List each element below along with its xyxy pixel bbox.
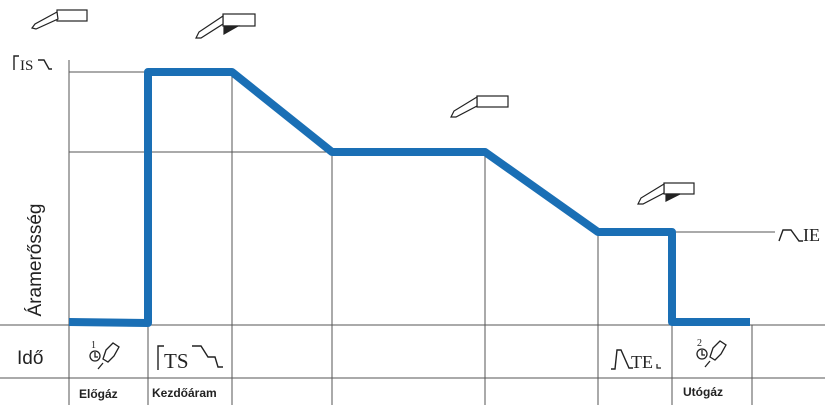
ramp-down-icon bbox=[192, 345, 223, 368]
ie-symbol-text: IE bbox=[803, 225, 820, 245]
ts-symbol-text: TS bbox=[164, 349, 189, 373]
ramp-symbol-icon bbox=[13, 55, 19, 70]
is-symbol: IS bbox=[13, 55, 52, 74]
ts-symbol: TS bbox=[157, 345, 223, 373]
arc-icon bbox=[665, 193, 681, 202]
gas-valve-icon: 2 bbox=[696, 338, 727, 368]
grid bbox=[0, 60, 825, 405]
ramp-symbol-icon bbox=[778, 229, 803, 242]
ramp-symbol-icon bbox=[157, 345, 164, 370]
ramp-down-icon bbox=[38, 59, 52, 70]
ramp-symbol-icon bbox=[611, 349, 633, 370]
welding-torch-icon bbox=[450, 95, 509, 118]
time-row-label: Idő bbox=[17, 348, 43, 369]
te-symbol: TE bbox=[611, 349, 661, 372]
welding-torch-icon bbox=[30, 9, 88, 30]
phase-label-start-current: Kezdőáram bbox=[152, 386, 217, 400]
phase-label-post-gas: Utógáz bbox=[683, 385, 723, 399]
phase-label-pre-gas: Előgáz bbox=[79, 387, 118, 401]
gas-valve-icon: 1 bbox=[89, 340, 120, 370]
post-gas-number: 2 bbox=[697, 338, 702, 349]
pre-gas-number: 1 bbox=[91, 340, 96, 351]
arc-icon bbox=[223, 25, 241, 36]
y-axis-label: Áramerősség bbox=[25, 204, 46, 317]
ie-symbol: IE bbox=[778, 225, 820, 245]
is-symbol-text: IS bbox=[20, 58, 33, 74]
welding-torch-icon bbox=[637, 182, 695, 205]
welding-torch-icon bbox=[195, 13, 256, 39]
te-symbol-text: TE bbox=[631, 352, 653, 372]
current-profile-line bbox=[68, 68, 750, 327]
